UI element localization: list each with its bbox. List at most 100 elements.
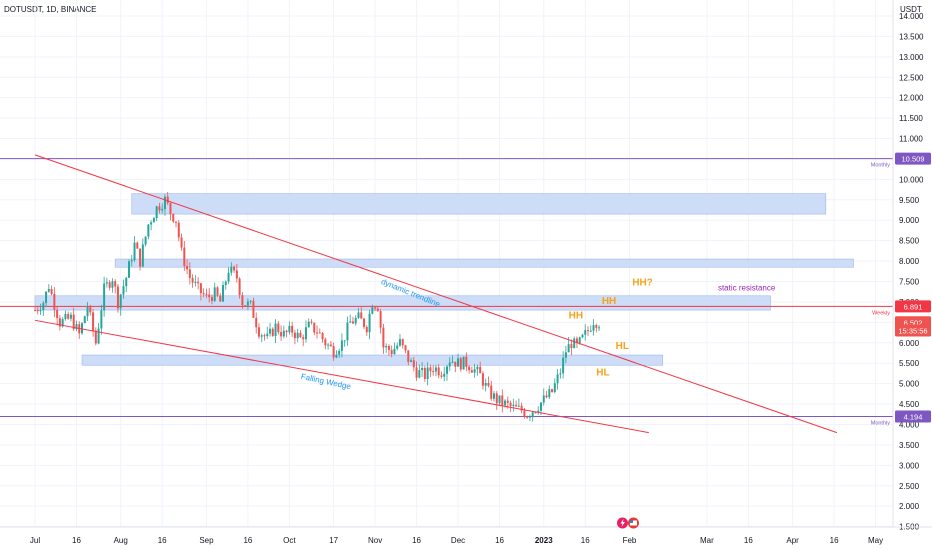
candle-body bbox=[506, 400, 509, 403]
candle-body bbox=[191, 277, 194, 283]
y-tick-label: 2.000 bbox=[899, 502, 920, 511]
candle-body bbox=[321, 333, 324, 340]
candle-body bbox=[299, 332, 302, 338]
y-tick-label: 3.000 bbox=[899, 461, 920, 470]
candle-body bbox=[238, 278, 241, 296]
candle-body bbox=[58, 318, 61, 327]
candle-body bbox=[473, 369, 476, 373]
y-tick-label: 6.000 bbox=[899, 339, 920, 348]
annotation-label: HH bbox=[569, 310, 583, 321]
candle-body bbox=[227, 272, 230, 282]
candle-body bbox=[415, 367, 418, 378]
candle-body bbox=[548, 389, 551, 398]
candle-body bbox=[470, 370, 473, 373]
candle-body bbox=[451, 361, 454, 363]
candle-body bbox=[490, 385, 493, 399]
candle-body bbox=[86, 307, 89, 317]
candle-body bbox=[89, 307, 92, 313]
candle-body bbox=[462, 356, 465, 370]
x-tick-label: 16 bbox=[412, 536, 421, 545]
candle-body bbox=[64, 313, 67, 320]
candle-body bbox=[564, 352, 567, 358]
candle-body bbox=[83, 316, 86, 324]
candle-body bbox=[481, 373, 484, 386]
candle-body bbox=[285, 330, 288, 333]
candle-body bbox=[241, 295, 244, 306]
candle-body bbox=[537, 410, 540, 413]
x-tick-label: Sep bbox=[199, 536, 214, 545]
candle-body bbox=[584, 330, 587, 335]
candle-body bbox=[592, 325, 595, 331]
candle-body bbox=[509, 402, 512, 406]
candle-body bbox=[316, 332, 319, 334]
candle-body bbox=[111, 281, 114, 288]
candle-body bbox=[357, 312, 360, 318]
candle-body bbox=[155, 206, 158, 219]
y-tick-label: 13.000 bbox=[899, 53, 924, 62]
candle-body bbox=[573, 338, 576, 349]
candle-body bbox=[53, 293, 56, 310]
flag-canton bbox=[629, 520, 633, 523]
candle-body bbox=[235, 270, 238, 279]
candle-body bbox=[404, 345, 407, 351]
x-tick-label: Aug bbox=[114, 536, 128, 545]
candle-body bbox=[443, 373, 446, 377]
candle-body bbox=[363, 318, 366, 328]
x-tick-label: 16 bbox=[744, 536, 753, 545]
candle-body bbox=[141, 244, 144, 267]
sr-zones bbox=[34, 193, 854, 366]
candle-body bbox=[130, 260, 133, 262]
y-tick-label: 14.000 bbox=[899, 12, 924, 21]
candle-body bbox=[280, 332, 283, 337]
candle-body bbox=[39, 310, 42, 312]
candle-body bbox=[520, 405, 523, 411]
candle-body bbox=[526, 416, 529, 418]
candle-body bbox=[36, 310, 39, 312]
candle-body bbox=[401, 339, 404, 346]
x-tick-label: Nov bbox=[368, 536, 382, 545]
candle-body bbox=[581, 334, 584, 338]
candle-body bbox=[517, 405, 520, 407]
candle-body bbox=[434, 367, 437, 372]
candle-body bbox=[349, 321, 352, 323]
candle-body bbox=[484, 382, 487, 386]
sr-zone bbox=[114, 258, 854, 268]
candle-body bbox=[208, 294, 211, 298]
candle-body bbox=[559, 373, 562, 375]
candle-body bbox=[119, 294, 122, 309]
candle-body bbox=[271, 328, 274, 336]
candle-body bbox=[81, 323, 84, 334]
x-tick-label: Feb bbox=[623, 536, 637, 545]
candle-body bbox=[266, 333, 269, 337]
candle-body bbox=[177, 222, 180, 238]
flag-glyph bbox=[629, 520, 637, 526]
bottom-icons[interactable] bbox=[616, 517, 639, 529]
candle-body bbox=[376, 308, 379, 312]
candle-body bbox=[255, 317, 258, 328]
candle-body bbox=[128, 261, 131, 278]
candle-body bbox=[412, 360, 415, 368]
candle-body bbox=[188, 269, 191, 278]
candle-body bbox=[197, 281, 200, 284]
candle-body bbox=[501, 395, 504, 406]
y-tick-label: 12.000 bbox=[899, 94, 924, 103]
x-tick-label: 17 bbox=[329, 536, 338, 545]
y-tick-label: 3.500 bbox=[899, 441, 920, 450]
candle-body bbox=[213, 287, 216, 301]
candle-body bbox=[233, 266, 236, 271]
y-tick-label: 2.500 bbox=[899, 482, 920, 491]
symbol-title: DOTUSDT, 1D, BINANCE bbox=[4, 5, 97, 14]
candle-body bbox=[365, 327, 368, 333]
candle-body bbox=[114, 281, 117, 287]
candle-body bbox=[230, 266, 233, 273]
candle-body bbox=[368, 313, 371, 333]
sr-zone bbox=[131, 193, 827, 215]
candle-body bbox=[479, 366, 482, 374]
candle-body bbox=[385, 345, 388, 348]
y-tick-label: 9.500 bbox=[899, 196, 920, 205]
candle-body bbox=[307, 321, 310, 328]
sr-zone bbox=[81, 354, 663, 366]
candle-body bbox=[161, 208, 164, 211]
